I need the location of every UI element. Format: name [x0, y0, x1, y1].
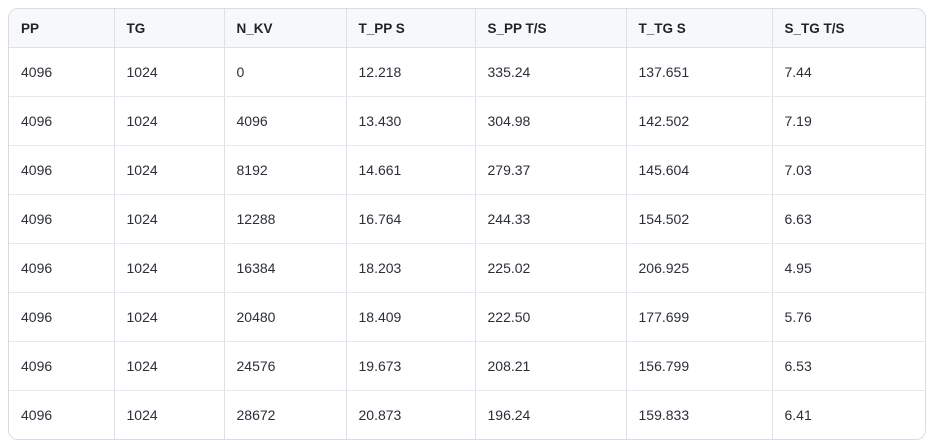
table-header: PP TG N_KV T_PP S S_PP T/S T_TG S S_TG T… [9, 9, 925, 48]
table-cell: 28672 [224, 390, 347, 439]
column-header-pp: PP [9, 9, 115, 48]
table-row: 4096 1024 20480 18.409 222.50 177.699 5.76 [9, 292, 925, 342]
table-cell: 244.33 [475, 194, 627, 244]
column-header-t-tg-s: T_TG S [626, 9, 773, 48]
table-cell: 1024 [114, 47, 225, 97]
table-cell: 20480 [224, 292, 347, 342]
header-row: PP TG N_KV T_PP S S_PP T/S T_TG S S_TG T… [9, 9, 925, 48]
table-row: 4096 1024 28672 20.873 196.24 159.833 6.41 [9, 390, 925, 439]
table-cell: 1024 [114, 194, 225, 244]
table-cell: 4096 [9, 96, 115, 146]
table-cell: 7.44 [772, 47, 925, 97]
table-cell: 145.604 [626, 145, 773, 195]
table-cell: 18.203 [346, 243, 476, 293]
column-header-s-tg-ts: S_TG T/S [772, 9, 925, 48]
table-cell: 159.833 [626, 390, 773, 439]
table-cell: 4096 [9, 243, 115, 293]
table-cell: 208.21 [475, 341, 627, 391]
benchmark-table-container: PP TG N_KV T_PP S S_PP T/S T_TG S S_TG T… [8, 8, 926, 440]
table-cell: 4096 [9, 390, 115, 439]
table-cell: 222.50 [475, 292, 627, 342]
table-row: 4096 1024 24576 19.673 208.21 156.799 6.53 [9, 341, 925, 391]
table-cell: 279.37 [475, 145, 627, 195]
table-cell: 1024 [114, 390, 225, 439]
table-cell: 4096 [9, 292, 115, 342]
table-row: 4096 1024 8192 14.661 279.37 145.604 7.03 [9, 145, 925, 195]
table-cell: 225.02 [475, 243, 627, 293]
table-cell: 4096 [9, 145, 115, 195]
table-cell: 1024 [114, 341, 225, 391]
table-cell: 156.799 [626, 341, 773, 391]
table-cell: 13.430 [346, 96, 476, 146]
table-cell: 12.218 [346, 47, 476, 97]
table-cell: 0 [224, 47, 347, 97]
table-row: 4096 1024 4096 13.430 304.98 142.502 7.19 [9, 96, 925, 146]
column-header-n-kv: N_KV [224, 9, 347, 48]
table-cell: 6.53 [772, 341, 925, 391]
table-cell: 16.764 [346, 194, 476, 244]
table-cell: 4.95 [772, 243, 925, 293]
table-cell: 7.19 [772, 96, 925, 146]
table-body: 4096 1024 0 12.218 335.24 137.651 7.44 4096 1024… [9, 47, 925, 439]
table-cell: 335.24 [475, 47, 627, 97]
table-cell: 1024 [114, 145, 225, 195]
table-cell: 177.699 [626, 292, 773, 342]
table-row: 4096 1024 16384 18.203 225.02 206.925 4.95 [9, 243, 925, 293]
table-cell: 4096 [9, 341, 115, 391]
table-cell: 7.03 [772, 145, 925, 195]
table-cell: 16384 [224, 243, 347, 293]
table-cell: 19.673 [346, 341, 476, 391]
table-cell: 6.63 [772, 194, 925, 244]
table-cell: 142.502 [626, 96, 773, 146]
table-cell: 1024 [114, 243, 225, 293]
table-cell: 4096 [224, 96, 347, 146]
table-cell: 18.409 [346, 292, 476, 342]
column-header-t-pp-s: T_PP S [346, 9, 476, 48]
column-header-s-pp-ts: S_PP T/S [475, 9, 627, 48]
table-cell: 5.76 [772, 292, 925, 342]
table-cell: 1024 [114, 292, 225, 342]
table-cell: 196.24 [475, 390, 627, 439]
table-cell: 1024 [114, 96, 225, 146]
benchmark-table: PP TG N_KV T_PP S S_PP T/S T_TG S S_TG T… [9, 9, 925, 439]
table-cell: 6.41 [772, 390, 925, 439]
table-cell: 4096 [9, 47, 115, 97]
table-cell: 24576 [224, 341, 347, 391]
table-cell: 206.925 [626, 243, 773, 293]
table-cell: 14.661 [346, 145, 476, 195]
table-cell: 304.98 [475, 96, 627, 146]
table-row: 4096 1024 12288 16.764 244.33 154.502 6.63 [9, 194, 925, 244]
table-cell: 20.873 [346, 390, 476, 439]
column-header-tg: TG [114, 9, 225, 48]
table-cell: 154.502 [626, 194, 773, 244]
table-cell: 4096 [9, 194, 115, 244]
table-cell: 8192 [224, 145, 347, 195]
table-cell: 137.651 [626, 47, 773, 97]
table-cell: 12288 [224, 194, 347, 244]
table-row: 4096 1024 0 12.218 335.24 137.651 7.44 [9, 47, 925, 97]
